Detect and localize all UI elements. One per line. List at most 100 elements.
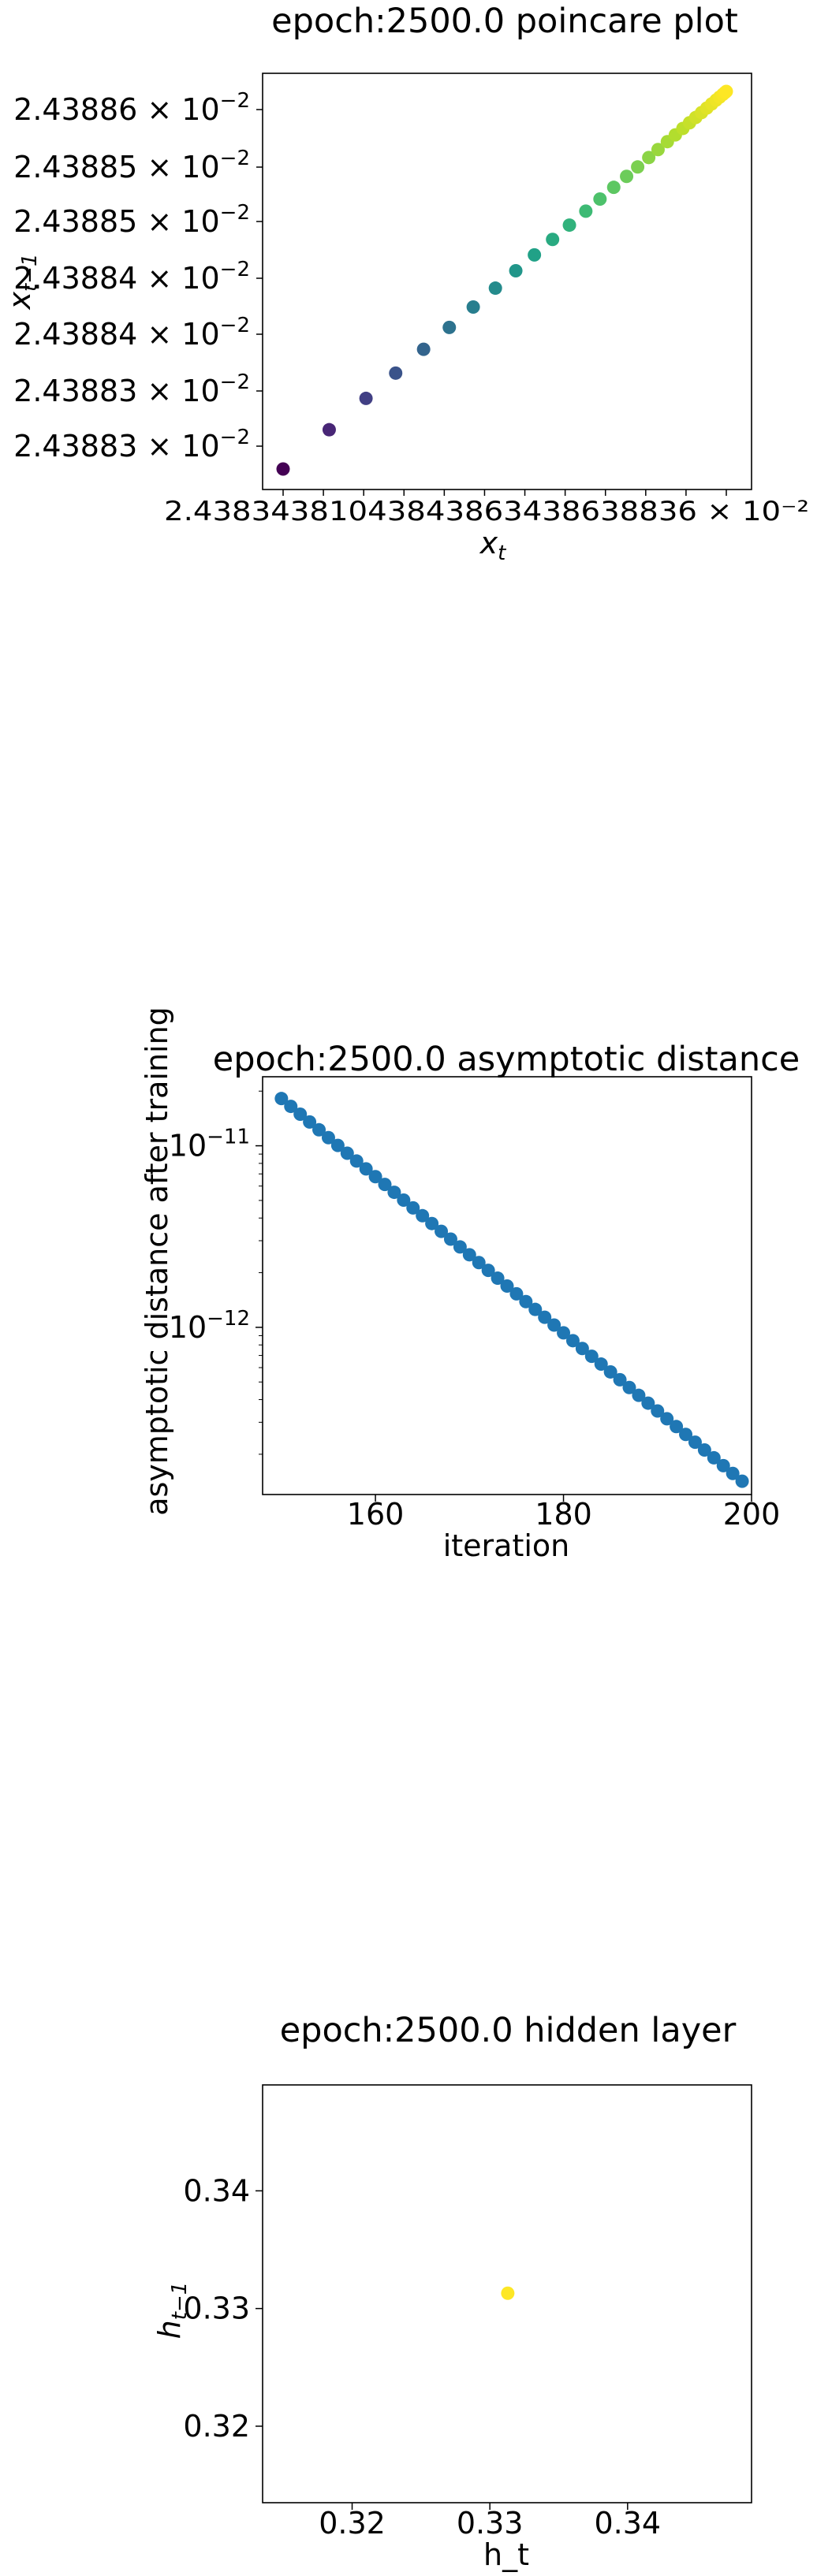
poincare-y-label-sub: t−1 <box>18 253 42 292</box>
asymptotic-x-ticks: 160 180 200 <box>347 1495 780 1532</box>
asymptotic-point <box>735 1474 749 1488</box>
asymptotic-point <box>293 1107 308 1121</box>
asymptotic-point <box>406 1201 420 1215</box>
hidden-layer-x-tick-label: 0.33 <box>457 2506 524 2541</box>
asymptotic-point <box>397 1193 411 1207</box>
poincare-x-label: xt <box>479 526 507 565</box>
asymptotic-point <box>594 1357 608 1372</box>
hidden-layer-y-label-sub: t−1 <box>168 2282 192 2321</box>
poincare-point <box>562 218 576 233</box>
hidden-layer-y-tick-label: 0.34 <box>183 2173 250 2208</box>
poincare-y-tick-label-exponent: −2 <box>220 426 250 449</box>
asymptotic-point <box>651 1404 665 1418</box>
asymptotic-point <box>509 1286 524 1301</box>
poincare-y-tick-label-exponent: −2 <box>220 89 250 113</box>
asymptotic-x-label: iteration <box>443 1528 570 1563</box>
asymptotic-point <box>622 1380 636 1394</box>
asymptotic-point <box>670 1420 684 1434</box>
poincare-y-tick-label-exponent: −2 <box>220 314 250 337</box>
asymptotic-point <box>707 1450 721 1465</box>
asymptotic-point <box>378 1178 392 1192</box>
asymptotic-point <box>603 1364 617 1379</box>
poincare-y-tick-label-exponent: −2 <box>220 201 250 225</box>
hidden-layer-title: epoch:2500.0 hidden layer <box>280 2011 737 2050</box>
asymptotic-point <box>613 1372 627 1387</box>
asymptotic-point <box>679 1428 693 1442</box>
poincare-x-ticks <box>282 490 727 496</box>
hidden-layer-x-tick-label: 0.34 <box>595 2506 662 2541</box>
poincare-y-ticks: 2.43886 × 10−22.43885 × 10−22.43885 × 10… <box>13 89 263 463</box>
asymptotic-point <box>425 1216 439 1230</box>
hidden-layer-x-ticks: 0.32 0.33 0.34 <box>319 2503 661 2541</box>
poincare-point <box>359 391 373 405</box>
poincare-point <box>620 169 634 184</box>
poincare-y-label-main: x <box>2 292 37 311</box>
poincare-y-tick-label: 2.43885 × 10−2 <box>13 147 250 184</box>
poincare-y-label: xt−1 <box>2 253 42 310</box>
poincare-title: epoch:2500.0 poincare plot <box>271 2 738 41</box>
poincare-point <box>651 143 665 157</box>
poincare-point <box>719 84 733 99</box>
hidden-layer-point <box>501 2286 515 2300</box>
asymptotic-point <box>462 1248 476 1262</box>
poincare-point <box>416 342 431 356</box>
asymptotic-point <box>697 1443 711 1457</box>
asymptotic-point <box>528 1302 543 1316</box>
hidden-layer-x-label: h_t <box>483 2537 529 2572</box>
asymptotic-point <box>368 1170 382 1184</box>
asymptotic-point <box>632 1388 646 1402</box>
poincare-y-tick-label-exponent: −2 <box>220 147 250 170</box>
poincare-point <box>389 366 403 380</box>
asymptotic-point <box>312 1122 326 1137</box>
asymptotic-point <box>688 1435 702 1450</box>
asymptotic-point <box>584 1349 599 1364</box>
asymptotic-point <box>557 1326 571 1340</box>
poincare-x-label-sub: t <box>498 542 506 565</box>
asymptotic-point <box>349 1154 364 1168</box>
asymptotic-point <box>519 1294 533 1308</box>
asymptotic-point <box>547 1318 561 1332</box>
poincare-point <box>509 264 523 278</box>
poincare-point <box>546 233 560 247</box>
hidden-layer-y-tick-label: 0.33 <box>183 2291 250 2326</box>
hidden-layer-x-tick-label: 0.32 <box>319 2506 386 2541</box>
asymptotic-point <box>716 1458 730 1472</box>
poincare-point <box>579 204 593 218</box>
asymptotic-point <box>435 1224 449 1238</box>
asymptotic-y-label: asymptotic distance after training <box>140 1007 174 1516</box>
asymptotic-point <box>575 1342 589 1356</box>
asymptotic-point <box>443 1232 457 1246</box>
hidden-layer-points <box>501 2286 515 2300</box>
hidden-layer-y-ticks: 0.32 0.33 0.34 <box>183 2173 263 2444</box>
poincare-y-tick-label-mantissa: 2.43886 × 10 <box>13 92 220 127</box>
asymptotic-y-tick-label-exponent: −12 <box>207 1307 250 1331</box>
asymptotic-y-tick-label-mantissa: 10 <box>169 1129 207 1163</box>
poincare-x-offset-label: 2.43834381043843863438638836 × 10⁻² <box>164 496 809 527</box>
poincare-point <box>593 192 607 207</box>
asymptotic-y-tick-label: 10−11 <box>169 1126 250 1163</box>
poincare-plot-area <box>262 73 752 490</box>
asymptotic-point <box>660 1412 674 1426</box>
asymptotic-y-tick-label-exponent: −11 <box>207 1126 250 1149</box>
poincare-point <box>276 462 290 476</box>
poincare-y-tick-label: 2.43884 × 10−2 <box>13 314 250 352</box>
hidden-layer-plot-area <box>262 2084 752 2503</box>
poincare-point <box>642 151 656 165</box>
poincare-points <box>276 84 733 476</box>
poincare-y-tick-label: 2.43883 × 10−2 <box>13 370 250 408</box>
poincare-y-tick-label-exponent: −2 <box>220 258 250 281</box>
poincare-point <box>606 181 621 195</box>
asymptotic-point <box>387 1186 401 1200</box>
poincare-y-tick-label-mantissa: 2.43884 × 10 <box>13 317 220 352</box>
poincare-point <box>466 300 480 315</box>
asymptotic-point <box>284 1100 298 1114</box>
asymptotic-title: epoch:2500.0 asymptotic distance <box>213 1040 800 1079</box>
asymptotic-point <box>491 1271 505 1286</box>
poincare-point <box>442 320 457 334</box>
hidden-layer-y-label: ht−1 <box>152 2282 192 2340</box>
poincare-point <box>488 281 502 296</box>
asymptotic-point <box>321 1130 335 1145</box>
asymptotic-point <box>416 1208 430 1223</box>
asymptotic-point <box>453 1240 467 1254</box>
